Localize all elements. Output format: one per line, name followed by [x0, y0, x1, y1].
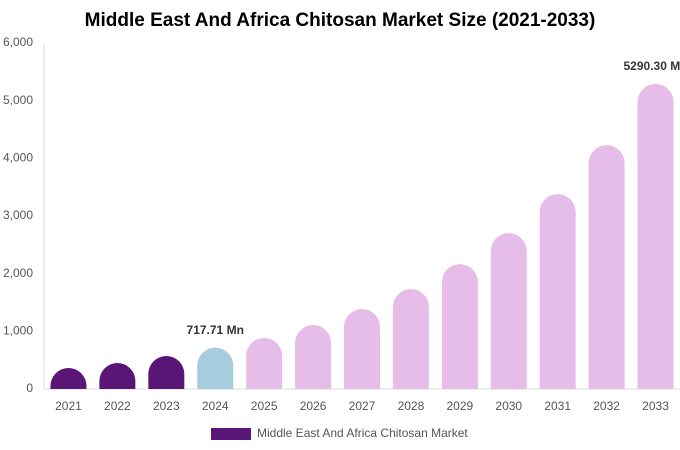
x-tick-label: 2033 [642, 399, 669, 413]
bar [295, 325, 332, 389]
y-tick-label: 0 [26, 381, 33, 395]
bar [50, 368, 87, 389]
bar [588, 145, 625, 389]
bar [246, 338, 283, 389]
x-tick-label: 2024 [202, 399, 229, 413]
x-tick-label: 2029 [446, 399, 473, 413]
bar [148, 356, 185, 389]
x-tick-label: 2031 [544, 399, 571, 413]
bar [490, 233, 527, 389]
legend-swatch [211, 428, 251, 440]
x-tick-label: 2023 [153, 399, 180, 413]
bar [197, 347, 234, 389]
value-label: 717.71 Mn [187, 323, 244, 337]
bar [441, 264, 478, 389]
x-tick-label: 2022 [104, 399, 131, 413]
x-tick-label: 2021 [55, 399, 82, 413]
x-tick-label: 2032 [593, 399, 620, 413]
y-tick-label: 2,000 [3, 266, 33, 280]
x-tick-label: 2030 [495, 399, 522, 413]
bar [99, 363, 136, 389]
y-tick-label: 5,000 [3, 93, 33, 107]
chart-title: Middle East And Africa Chitosan Market S… [85, 10, 596, 31]
x-tick-label: 2027 [349, 399, 376, 413]
value-label: 5290.30 Mn [624, 59, 680, 73]
bar [637, 83, 674, 390]
bar [392, 289, 429, 389]
x-tick-label: 2028 [398, 399, 425, 413]
x-tick-label: 2025 [251, 399, 278, 413]
y-tick-label: 4,000 [3, 151, 33, 165]
y-tick-label: 3,000 [3, 208, 33, 222]
bar [539, 194, 576, 389]
legend-label: Middle East And Africa Chitosan Market [257, 426, 468, 440]
x-tick-label: 2026 [300, 399, 327, 413]
y-tick-label: 6,000 [3, 35, 33, 49]
bar [344, 309, 380, 389]
y-tick-label: 1,000 [3, 324, 33, 338]
